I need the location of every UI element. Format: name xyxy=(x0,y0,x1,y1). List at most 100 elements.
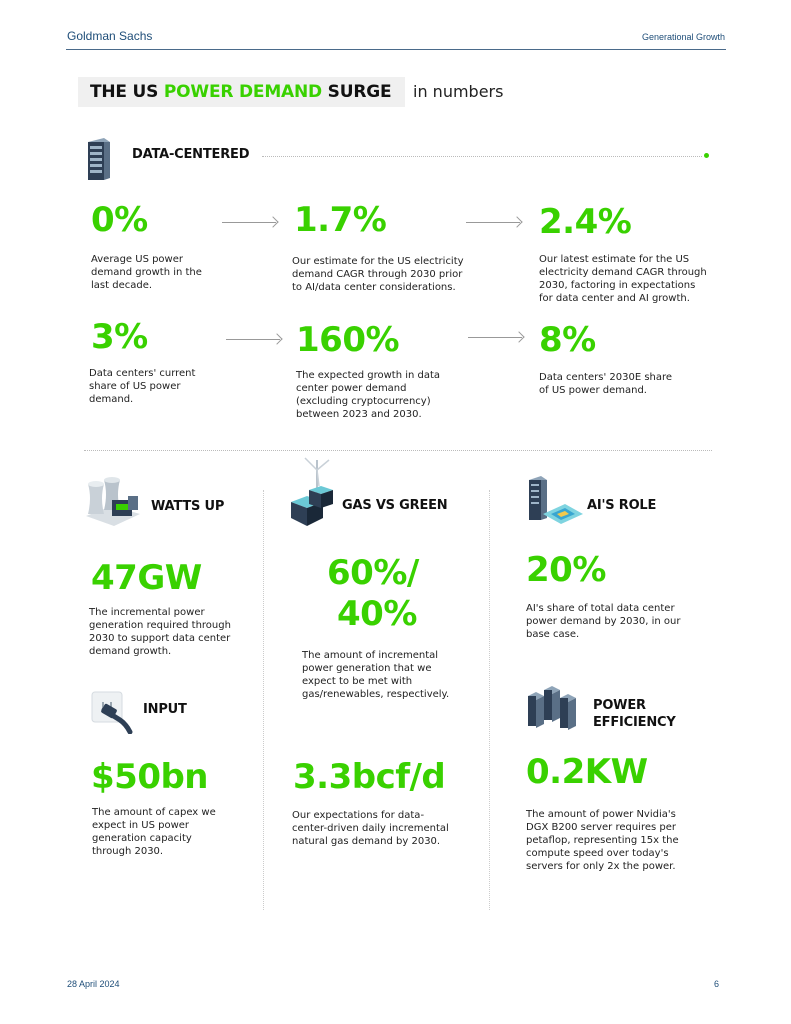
desc-line: The expected growth in data xyxy=(296,370,441,381)
desc-line: The amount of incremental xyxy=(302,650,439,661)
desc-line: to AI/data center considerations. xyxy=(292,282,456,293)
stat-value-0-2kw: 0.2KW xyxy=(526,752,648,792)
desc-line: share of US power xyxy=(89,381,181,392)
desc-line: Average US power xyxy=(91,254,183,265)
desc-line: power generation that we xyxy=(302,663,432,674)
desc-line: The incremental power xyxy=(89,607,205,618)
stat-value-160pct: 160% xyxy=(296,320,400,360)
stat-desc-0-2kw: The amount of power Nvidia's DGX B200 se… xyxy=(526,808,679,873)
desc-line: Data centers' current xyxy=(89,368,196,379)
power-plug-icon xyxy=(90,690,136,734)
column-divider xyxy=(489,490,490,910)
desc-line: generation capacity xyxy=(92,833,192,844)
stat-value-3pct: 3% xyxy=(91,317,148,357)
power-plant-icon xyxy=(82,472,144,528)
desc-line: last decade. xyxy=(91,280,153,291)
desc-line: expect in US power xyxy=(92,820,190,831)
stat-value-20pct: 20% xyxy=(526,550,606,590)
desc-line: power demand by 2030, in our xyxy=(526,616,681,627)
desc-line: center power demand xyxy=(296,383,407,394)
desc-line: through 2030. xyxy=(92,846,164,857)
accent-dot xyxy=(704,153,709,158)
stat-value-47gw: 47GW xyxy=(91,558,202,598)
stat-desc-2-4pct: Our latest estimate for the US electrici… xyxy=(539,253,707,305)
desc-line: 2030 to support data center xyxy=(89,633,231,644)
arrow-icon xyxy=(468,337,522,338)
desc-line: demand growth. xyxy=(89,646,172,657)
wind-turbine-icon xyxy=(287,456,337,532)
stat-value-3-3bcfd: 3.3bcf/d xyxy=(293,757,446,797)
stat-value-50bn: $50bn xyxy=(91,757,209,797)
header-rule xyxy=(66,49,726,50)
desc-line: Our expectations for data- xyxy=(292,810,425,821)
desc-line: Data centers' 2030E share xyxy=(539,372,673,383)
stat-desc-50bn: The amount of capex we expect in US powe… xyxy=(92,806,216,858)
stat-value-8pct: 8% xyxy=(539,320,596,360)
desc-line: center-driven daily incremental xyxy=(292,823,449,834)
desc-line: The amount of capex we xyxy=(92,807,216,818)
title-part2: SURGE xyxy=(321,82,392,102)
title-suffix: in numbers xyxy=(413,82,504,101)
desc-line: The amount of power Nvidia's xyxy=(526,809,676,820)
desc-line: of US power demand. xyxy=(539,385,647,396)
desc-line: petaflop, representing 15x the xyxy=(526,835,679,846)
arrow-icon xyxy=(226,339,280,340)
section-label-data-centered: DATA-CENTERED xyxy=(132,147,250,162)
server-rack-icon xyxy=(84,136,114,182)
section-label-input: INPUT xyxy=(143,702,187,717)
desc-line: compute speed over today's xyxy=(526,848,669,859)
stat-value-0pct: 0% xyxy=(91,200,148,240)
stat-value-1-7pct: 1.7% xyxy=(294,200,387,240)
desc-line: Our estimate for the US electricity xyxy=(292,256,464,267)
footer-date: 28 April 2024 xyxy=(67,979,120,989)
column-divider xyxy=(263,490,264,910)
arrow-icon xyxy=(222,222,276,223)
desc-line: demand CAGR through 2030 prior xyxy=(292,269,463,280)
stat-desc-gas-green: The amount of incremental power generati… xyxy=(302,649,449,701)
stat-value-60pct: 60%/ xyxy=(327,553,419,593)
label-line: POWER xyxy=(593,698,646,713)
stat-desc-0pct: Average US power demand growth in the la… xyxy=(91,253,202,292)
desc-line: Our latest estimate for the US xyxy=(539,254,690,265)
desc-line: generation required through xyxy=(89,620,231,631)
section-label-watts-up: WATTS UP xyxy=(151,499,225,514)
section-label-gas-vs-green: GAS VS GREEN xyxy=(342,498,448,513)
stat-value-40pct: 40% xyxy=(337,594,417,634)
desc-line: demand growth in the xyxy=(91,267,202,278)
desc-line: expect to be met with xyxy=(302,676,413,687)
desc-line: natural gas demand by 2030. xyxy=(292,836,441,847)
server-cluster-icon xyxy=(524,684,588,734)
stat-desc-8pct: Data centers' 2030E share of US power de… xyxy=(539,371,672,397)
stat-desc-3pct: Data centers' current share of US power … xyxy=(89,367,195,406)
desc-line: 2030, factoring in expectations xyxy=(539,280,696,291)
stat-desc-3-3bcfd: Our expectations for data- center-driven… xyxy=(292,809,449,848)
desc-line: (excluding cryptocurrency) xyxy=(296,396,431,407)
stat-desc-47gw: The incremental power generation require… xyxy=(89,606,231,658)
section-label-ais-role: AI'S ROLE xyxy=(587,498,657,513)
section-label-power-efficiency: POWER EFFICIENCY xyxy=(593,697,676,731)
title-part1: THE US xyxy=(90,82,164,102)
stat-desc-160pct: The expected growth in data center power… xyxy=(296,369,440,421)
page-number: 6 xyxy=(714,979,720,989)
desc-line: demand. xyxy=(89,394,134,405)
desc-line: gas/renewables, respectively. xyxy=(302,689,450,700)
desc-line: base case. xyxy=(526,629,580,640)
stat-desc-1-7pct: Our estimate for the US electricity dema… xyxy=(292,255,464,294)
arrow-icon xyxy=(466,222,520,223)
stat-value-2-4pct: 2.4% xyxy=(539,202,632,242)
label-line: EFFICIENCY xyxy=(593,715,676,730)
desc-line: DGX B200 server requires per xyxy=(526,822,676,833)
ai-chip-server-icon xyxy=(525,474,585,530)
section-divider xyxy=(262,156,702,157)
brand-name: Goldman Sachs xyxy=(67,29,153,43)
desc-line: electricity demand CAGR through xyxy=(539,267,707,278)
desc-line: servers for only 2x the power. xyxy=(526,861,676,872)
section-name: Generational Growth xyxy=(641,32,725,42)
title-box xyxy=(78,77,405,107)
title-highlight: POWER DEMAND xyxy=(163,82,322,102)
desc-line: AI's share of total data center xyxy=(526,603,675,614)
desc-line: between 2023 and 2030. xyxy=(296,409,422,420)
stat-desc-20pct: AI's share of total data center power de… xyxy=(526,602,680,641)
desc-line: for data center and AI growth. xyxy=(539,293,690,304)
section-separator xyxy=(84,450,712,451)
